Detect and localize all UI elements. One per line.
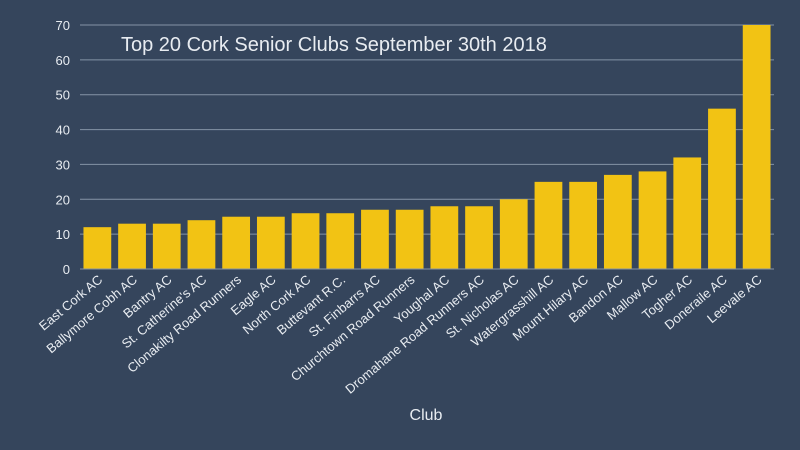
bar xyxy=(222,216,251,269)
bar xyxy=(534,181,563,269)
bar xyxy=(742,25,771,269)
chart-title: Top 20 Cork Senior Clubs September 30th … xyxy=(121,34,547,56)
bar xyxy=(673,157,702,269)
bar xyxy=(118,223,146,269)
bar xyxy=(638,171,667,269)
y-tick-label: 0 xyxy=(63,262,70,277)
y-tick-label: 20 xyxy=(56,192,70,207)
y-tick-label: 30 xyxy=(56,157,70,172)
bar xyxy=(603,174,632,269)
bar xyxy=(430,206,459,269)
bar xyxy=(499,199,528,269)
y-tick-label: 70 xyxy=(56,18,70,33)
bar xyxy=(256,216,285,269)
y-tick-label: 50 xyxy=(56,88,70,103)
y-tick-label: 40 xyxy=(56,123,70,138)
bar xyxy=(465,206,493,269)
y-axis-tick-labels: 0 10 20 30 40 50 60 70 xyxy=(56,18,70,277)
bar xyxy=(83,227,112,269)
bar xyxy=(152,223,181,269)
x-axis-title: Club xyxy=(410,407,443,424)
bar xyxy=(326,213,355,269)
bar xyxy=(187,220,216,269)
bars xyxy=(83,25,771,270)
bar xyxy=(291,213,320,269)
bar xyxy=(708,108,736,270)
bar xyxy=(395,209,424,269)
bar xyxy=(569,181,598,269)
bar xyxy=(361,209,389,269)
y-tick-label: 10 xyxy=(56,227,70,242)
y-tick-label: 60 xyxy=(56,53,70,68)
